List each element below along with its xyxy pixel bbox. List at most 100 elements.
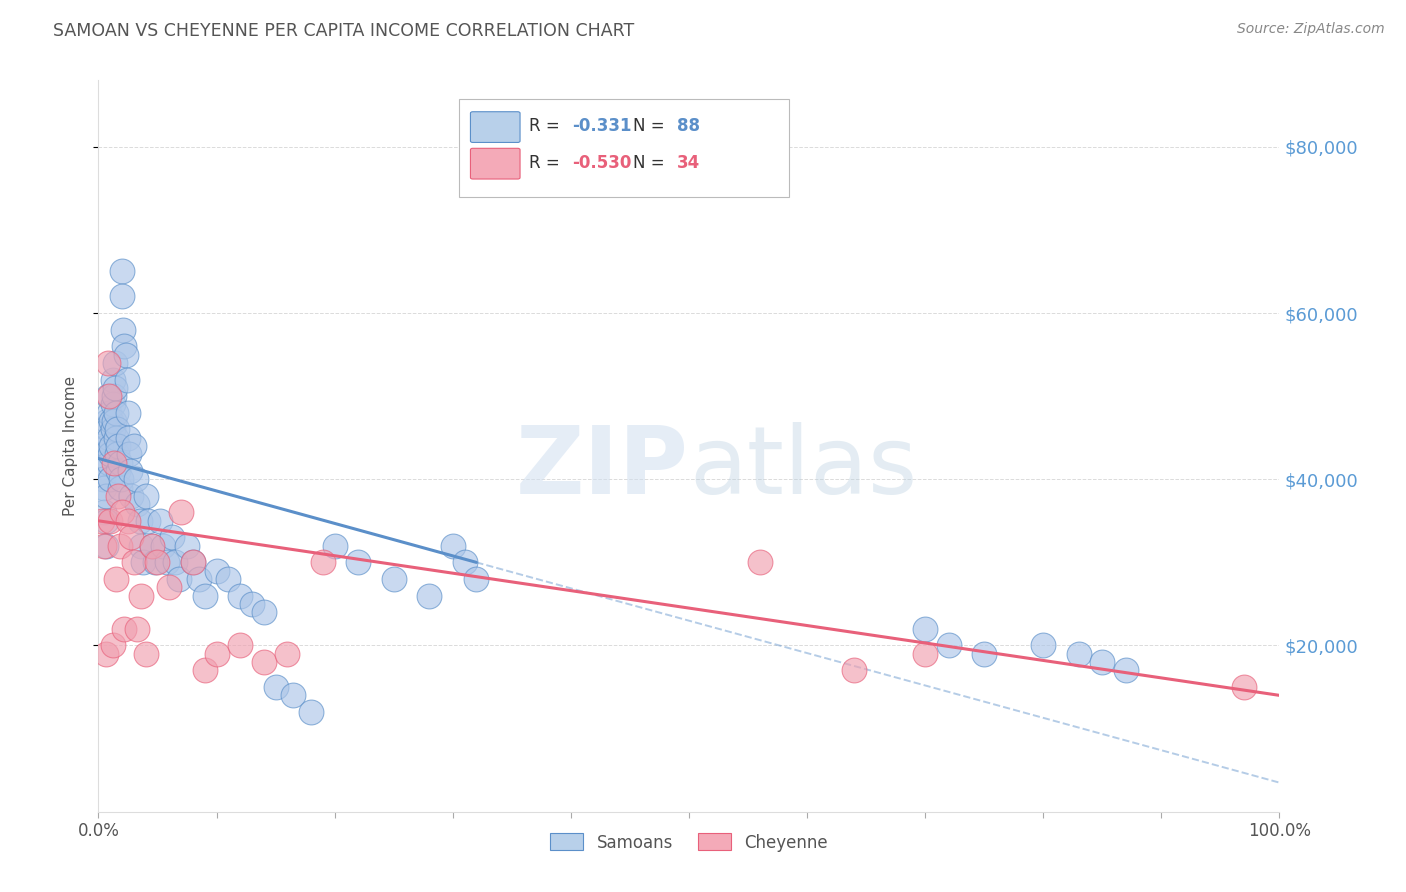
Point (125, 472, 148, 486)
Text: 34: 34 (678, 154, 700, 172)
Point (283, 689, 305, 703)
Legend: Samoans, Cheyenne: Samoans, Cheyenne (543, 827, 835, 858)
Point (205, 564, 228, 578)
Point (167, 572, 190, 586)
Point (97, 422, 120, 436)
Point (205, 647, 228, 661)
Text: -0.331: -0.331 (572, 118, 631, 136)
Point (120, 464, 142, 478)
Point (135, 489, 157, 503)
Point (143, 555, 166, 569)
Point (1115, 664, 1137, 678)
Point (141, 539, 163, 553)
Point (105, 431, 128, 445)
Text: SAMOAN VS CHEYENNE PER CAPITA INCOME CORRELATION CHART: SAMOAN VS CHEYENNE PER CAPITA INCOME COR… (53, 22, 634, 40)
Point (465, 572, 488, 586)
Point (312, 555, 335, 569)
FancyBboxPatch shape (471, 112, 520, 143)
Point (98, 406, 121, 420)
Text: R =: R = (530, 118, 565, 136)
Point (129, 539, 152, 553)
Point (299, 705, 322, 719)
Point (1067, 647, 1090, 661)
Text: R =: R = (530, 154, 565, 172)
Text: -0.530: -0.530 (572, 154, 631, 172)
Point (105, 406, 128, 420)
Point (93, 539, 115, 553)
Point (108, 481, 131, 495)
Point (264, 680, 287, 694)
Point (105, 447, 128, 461)
Point (229, 639, 252, 653)
Point (112, 622, 135, 636)
Point (115, 372, 138, 386)
Point (844, 664, 866, 678)
Point (103, 389, 125, 403)
Point (1032, 639, 1054, 653)
Point (418, 589, 440, 603)
Text: N =: N = (634, 154, 671, 172)
Point (914, 647, 936, 661)
Point (121, 489, 143, 503)
Point (112, 339, 135, 353)
Text: 88: 88 (678, 118, 700, 136)
Point (160, 530, 183, 544)
Point (103, 414, 125, 428)
Point (103, 456, 125, 470)
Point (98, 456, 121, 470)
Point (94, 647, 117, 661)
Point (323, 539, 346, 553)
Point (111, 264, 134, 278)
Point (98, 514, 121, 528)
Text: atlas: atlas (689, 422, 917, 514)
Point (98, 447, 121, 461)
Point (105, 572, 128, 586)
Point (101, 397, 124, 411)
Point (156, 555, 179, 569)
Point (107, 464, 129, 478)
Point (181, 555, 204, 569)
Point (91, 514, 114, 528)
Point (914, 622, 936, 636)
Point (152, 539, 174, 553)
Point (104, 356, 127, 370)
Point (98, 431, 121, 445)
Point (127, 497, 149, 511)
Point (276, 647, 298, 661)
Point (938, 639, 960, 653)
FancyBboxPatch shape (458, 99, 789, 197)
Point (1233, 680, 1256, 694)
Point (94, 539, 117, 553)
Point (94, 489, 117, 503)
Text: N =: N = (634, 118, 671, 136)
Point (91, 456, 114, 470)
Point (122, 439, 145, 453)
Point (101, 372, 124, 386)
Point (748, 555, 770, 569)
Point (93, 481, 115, 495)
Point (108, 456, 131, 470)
Point (136, 514, 159, 528)
Point (253, 655, 276, 669)
Point (112, 323, 135, 337)
FancyBboxPatch shape (471, 148, 520, 179)
Text: Source: ZipAtlas.com: Source: ZipAtlas.com (1237, 22, 1385, 37)
Point (107, 439, 129, 453)
Point (347, 555, 370, 569)
Point (105, 422, 128, 436)
Point (98, 472, 121, 486)
Point (117, 514, 139, 528)
Point (110, 472, 132, 486)
Point (114, 347, 136, 362)
Point (117, 406, 139, 420)
Point (127, 622, 149, 636)
Point (194, 589, 217, 603)
Point (453, 555, 475, 569)
Point (111, 506, 134, 520)
Point (107, 489, 129, 503)
Point (229, 589, 252, 603)
Point (101, 422, 124, 436)
Point (240, 597, 263, 611)
Point (170, 506, 193, 520)
Point (181, 555, 204, 569)
